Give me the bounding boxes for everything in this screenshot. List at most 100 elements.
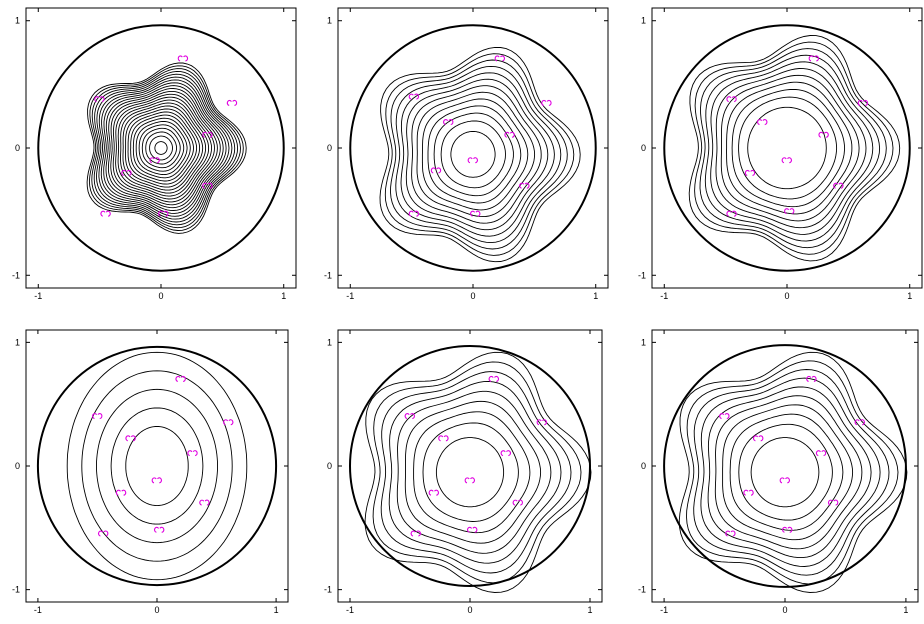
data-point-marker [494, 55, 505, 62]
contour-line [731, 88, 846, 208]
contour-line [707, 386, 872, 559]
x-tick-label: -1 [346, 291, 354, 301]
y-tick-label: 0 [15, 143, 20, 153]
data-point-marker [153, 526, 165, 533]
data-point-marker [121, 169, 132, 177]
axes-frame [651, 329, 919, 603]
data-point-marker [827, 499, 839, 506]
chart-panel-5: -1 0 1 -1 0 1 [324, 329, 603, 615]
contour-line [747, 106, 827, 190]
data-point-marker [857, 99, 869, 107]
data-point-marker [408, 93, 420, 100]
contour-line [722, 404, 854, 541]
y-tick-label: 1 [15, 337, 20, 347]
contour-line [714, 395, 863, 550]
contour-line [750, 437, 820, 508]
x-tick-label: -1 [34, 605, 42, 615]
data-point-marker [187, 450, 198, 457]
data-point-marker [100, 210, 111, 217]
data-point-marker [536, 419, 547, 426]
contour-line [678, 351, 908, 593]
contour-line [694, 41, 894, 255]
data-point-marker [512, 499, 523, 506]
y-tick-label: 0 [327, 143, 332, 153]
y-tick-label: 0 [15, 461, 20, 471]
data-point-marker [92, 413, 103, 420]
contour-line [450, 131, 496, 178]
contour-line [98, 76, 233, 220]
data-point-marker [757, 119, 768, 126]
data-point-marker [725, 530, 736, 537]
data-point-marker [177, 55, 189, 62]
contour-line [107, 88, 221, 209]
contour-line [384, 53, 575, 256]
contour-line [149, 135, 173, 161]
unit-circle [36, 345, 278, 587]
x-tick-label: 0 [154, 605, 159, 615]
contour-line [132, 117, 191, 179]
x-tick-label: 1 [587, 605, 592, 615]
data-point-marker [464, 477, 475, 484]
x-tick-label: 0 [782, 605, 787, 615]
contour-line [110, 90, 218, 206]
y-tick-label: 1 [641, 337, 646, 347]
data-point-marker [815, 450, 827, 457]
y-tick-label: -1 [638, 585, 646, 595]
contour-line [699, 48, 887, 249]
contour-line [688, 35, 901, 262]
y-tick-label: 1 [15, 16, 20, 26]
contour-line [141, 127, 181, 169]
contour-line [421, 98, 529, 211]
data-point-marker [541, 99, 552, 107]
contour-line [127, 111, 198, 185]
data-point-marker [818, 131, 829, 138]
axes-frame [337, 329, 603, 603]
x-tick-label: 1 [903, 605, 908, 615]
x-tick-label: 1 [274, 605, 279, 615]
contour-line [125, 425, 189, 507]
contour-line [96, 388, 218, 544]
y-tick-label: 1 [327, 16, 332, 26]
y-tick-label: 1 [641, 16, 646, 26]
contour-line [372, 361, 582, 584]
contour-line [433, 112, 514, 197]
contour-line [105, 85, 224, 211]
contour-line [81, 370, 233, 562]
contour-line [715, 68, 867, 229]
contour-line [435, 437, 505, 508]
x-tick-label: -1 [34, 291, 42, 301]
contour-line [395, 65, 562, 244]
contour-line [86, 62, 247, 234]
data-point-marker [115, 489, 127, 496]
contour-line [413, 411, 531, 534]
data-point-marker [470, 210, 481, 217]
contour-line [388, 380, 562, 564]
contour-line [396, 390, 552, 554]
contour-line [411, 85, 542, 224]
data-point-marker [149, 157, 160, 164]
contour-line [364, 351, 592, 593]
data-point-marker [467, 157, 478, 164]
contour-line [390, 59, 568, 250]
contour-line [405, 78, 549, 231]
data-point-marker [125, 435, 136, 442]
data-point-marker [428, 489, 439, 496]
contour-line [125, 108, 201, 188]
data-point-marker [158, 210, 169, 217]
data-point-marker [726, 96, 737, 103]
y-tick-label: 0 [641, 461, 646, 471]
data-point-marker [202, 182, 213, 189]
contour-line [145, 131, 178, 165]
contour-line [138, 124, 185, 172]
contour-line [154, 141, 168, 155]
data-point-marker [808, 55, 819, 62]
contour-line [117, 99, 210, 197]
x-tick-label: 0 [158, 291, 163, 301]
contour-line [422, 422, 519, 522]
data-point-marker [743, 489, 754, 496]
contour-line [122, 105, 204, 191]
data-point-marker [430, 167, 442, 174]
contour-line [135, 121, 188, 176]
contour-line [400, 72, 555, 237]
